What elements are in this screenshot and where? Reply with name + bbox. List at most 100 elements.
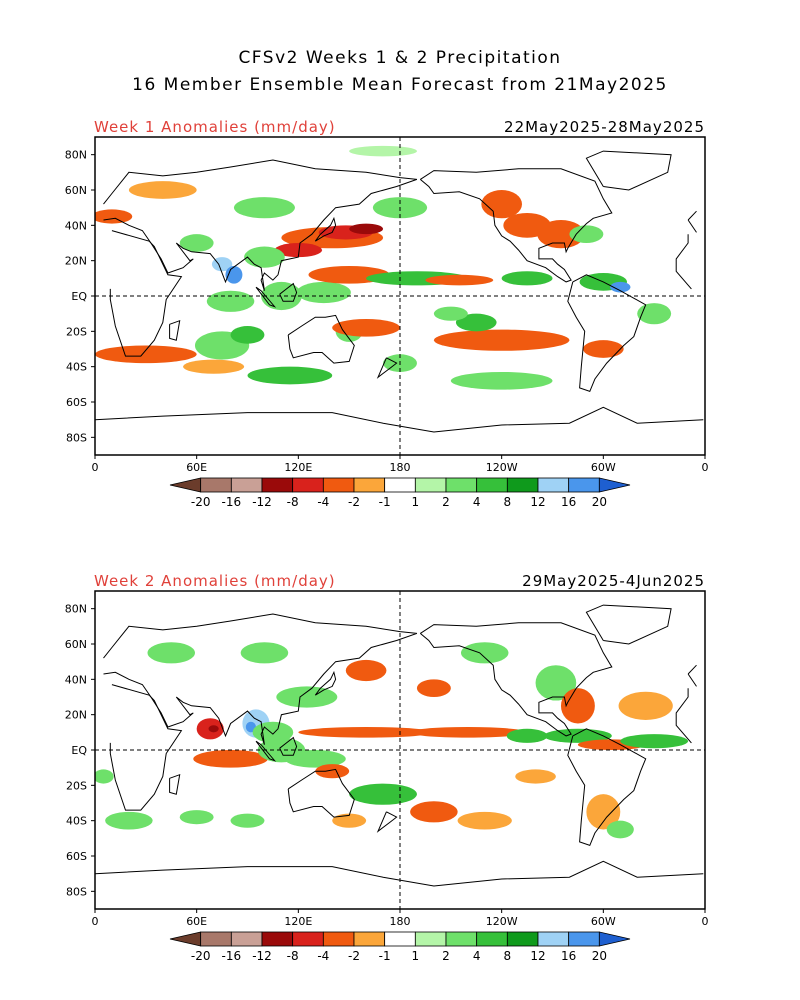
legend-label: -12: [252, 495, 272, 509]
lat-tick-label: EQ: [71, 744, 87, 757]
lat-tick-label: 40S: [66, 361, 87, 374]
legend-swatch: [261, 931, 294, 947]
lon-tick-label: 60W: [591, 915, 616, 928]
anomaly-area: [315, 764, 350, 779]
coastline: [255, 286, 277, 308]
legend-label: 16: [561, 495, 576, 509]
coastline: [567, 274, 647, 393]
anomaly-area: [193, 750, 268, 768]
legend-swatch: [506, 931, 539, 947]
week2-map-panel: 80N 60N 40N 20N EQ 20S 40S 60S 80S 0 60E 120E 180 120…: [65, 590, 709, 928]
anomaly-area: [296, 281, 351, 304]
lat-tick-label: 80N: [65, 603, 87, 616]
anomaly-area: [252, 721, 294, 743]
legend-label: -16: [222, 495, 242, 509]
legend-label: 1: [412, 949, 420, 963]
lon-tick-label: 60W: [591, 461, 616, 474]
lon-tick-label: 120E: [284, 915, 312, 928]
coastline: [314, 670, 337, 696]
lon-tick-label: 0: [702, 915, 709, 928]
anomaly-area: [147, 642, 195, 664]
week2-color-legend: -20 -16 -12 -8 -4 -2 -1 1 2 4 8 12 16 20: [169, 931, 631, 963]
legend-swatch: [230, 931, 263, 947]
lon-tick-label: 120W: [486, 915, 518, 928]
week1-date-range: 22May2025-28May2025: [504, 118, 705, 136]
legend-label: 2: [442, 495, 450, 509]
legend-swatch: [200, 931, 232, 947]
anomaly-area: [606, 820, 634, 839]
legend-label: -2: [348, 949, 360, 963]
lon-tick-label: 0: [92, 461, 99, 474]
lat-tick-label: 60S: [66, 850, 87, 863]
anomaly-area: [105, 811, 153, 830]
anomaly-area: [457, 811, 512, 830]
legend-label: 12: [530, 495, 545, 509]
anomaly-area: [501, 271, 553, 286]
anomaly-area: [95, 345, 197, 364]
lat-tick-label: 80S: [66, 431, 87, 444]
coastline: [287, 314, 355, 364]
anomaly-area: [274, 243, 323, 258]
anomaly-area: [569, 225, 604, 244]
legend-label: -2: [348, 495, 360, 509]
anomaly-area: [450, 371, 553, 390]
anomaly-area: [560, 688, 595, 724]
legend-label: -20: [191, 495, 211, 509]
legend-label: 4: [473, 949, 481, 963]
anomaly-area: [230, 326, 265, 344]
legend-swatch: [322, 931, 355, 947]
anomaly-area: [183, 359, 245, 374]
coastline: [109, 230, 692, 357]
anomaly-area: [535, 665, 577, 701]
legend-label: -4: [317, 495, 329, 509]
anomaly-area: [637, 303, 672, 325]
legend-swatch: [568, 931, 600, 947]
anomaly-area: [244, 246, 285, 268]
legend-label: -8: [287, 495, 299, 509]
coastline: [376, 811, 398, 833]
lat-tick-label: 40N: [65, 673, 87, 686]
anomaly-area: [128, 181, 197, 199]
anomaly-area: [208, 725, 219, 733]
coastline: [279, 282, 298, 302]
legend-label: 16: [561, 949, 576, 963]
coastline: [95, 406, 704, 433]
anomaly-area: [240, 642, 289, 664]
lon-tick-label: 0: [92, 915, 99, 928]
anomaly-area: [345, 659, 387, 682]
lat-tick-label: 60S: [66, 396, 87, 409]
legend-arrow-low: [169, 931, 202, 947]
anomaly-area: [284, 750, 346, 768]
legend-swatch: [414, 931, 447, 947]
lat-tick-label: 20N: [65, 709, 87, 722]
coastline: [585, 150, 672, 191]
legend-label: -1: [379, 949, 391, 963]
legend-swatch: [537, 931, 570, 947]
anomaly-area: [276, 686, 338, 708]
week1-map-panel: 80N 60N 40N 20N EQ 20S 40S 60S 80S 0 60E 120E 180 120…: [65, 136, 709, 474]
anomaly-area: [332, 813, 367, 828]
lat-tick-label: 20S: [66, 325, 87, 338]
coastline: [279, 736, 298, 756]
coastline: [169, 319, 181, 341]
coastline: [103, 159, 697, 291]
anomaly-area: [416, 679, 451, 698]
legend-label: -16: [222, 949, 242, 963]
coastline: [567, 728, 647, 847]
legend-swatch: [353, 931, 386, 947]
legend-label: 4: [473, 495, 481, 509]
legend-label: -12: [252, 949, 272, 963]
anomaly-area: [95, 769, 114, 784]
legend-label: 8: [504, 949, 512, 963]
legend-label: 20: [592, 495, 607, 509]
lon-tick-label: 180: [390, 461, 411, 474]
legend-label: 8: [504, 495, 512, 509]
legend-label: 12: [530, 949, 545, 963]
lat-tick-label: 40S: [66, 815, 87, 828]
anomaly-area: [211, 257, 233, 272]
map-title-line-2: 16 Member Ensemble Mean Forecast from 21…: [132, 75, 668, 95]
coastline: [169, 773, 181, 795]
legend-label: 1: [412, 495, 420, 509]
anomaly-area: [610, 281, 631, 293]
anomaly-area: [537, 220, 585, 249]
